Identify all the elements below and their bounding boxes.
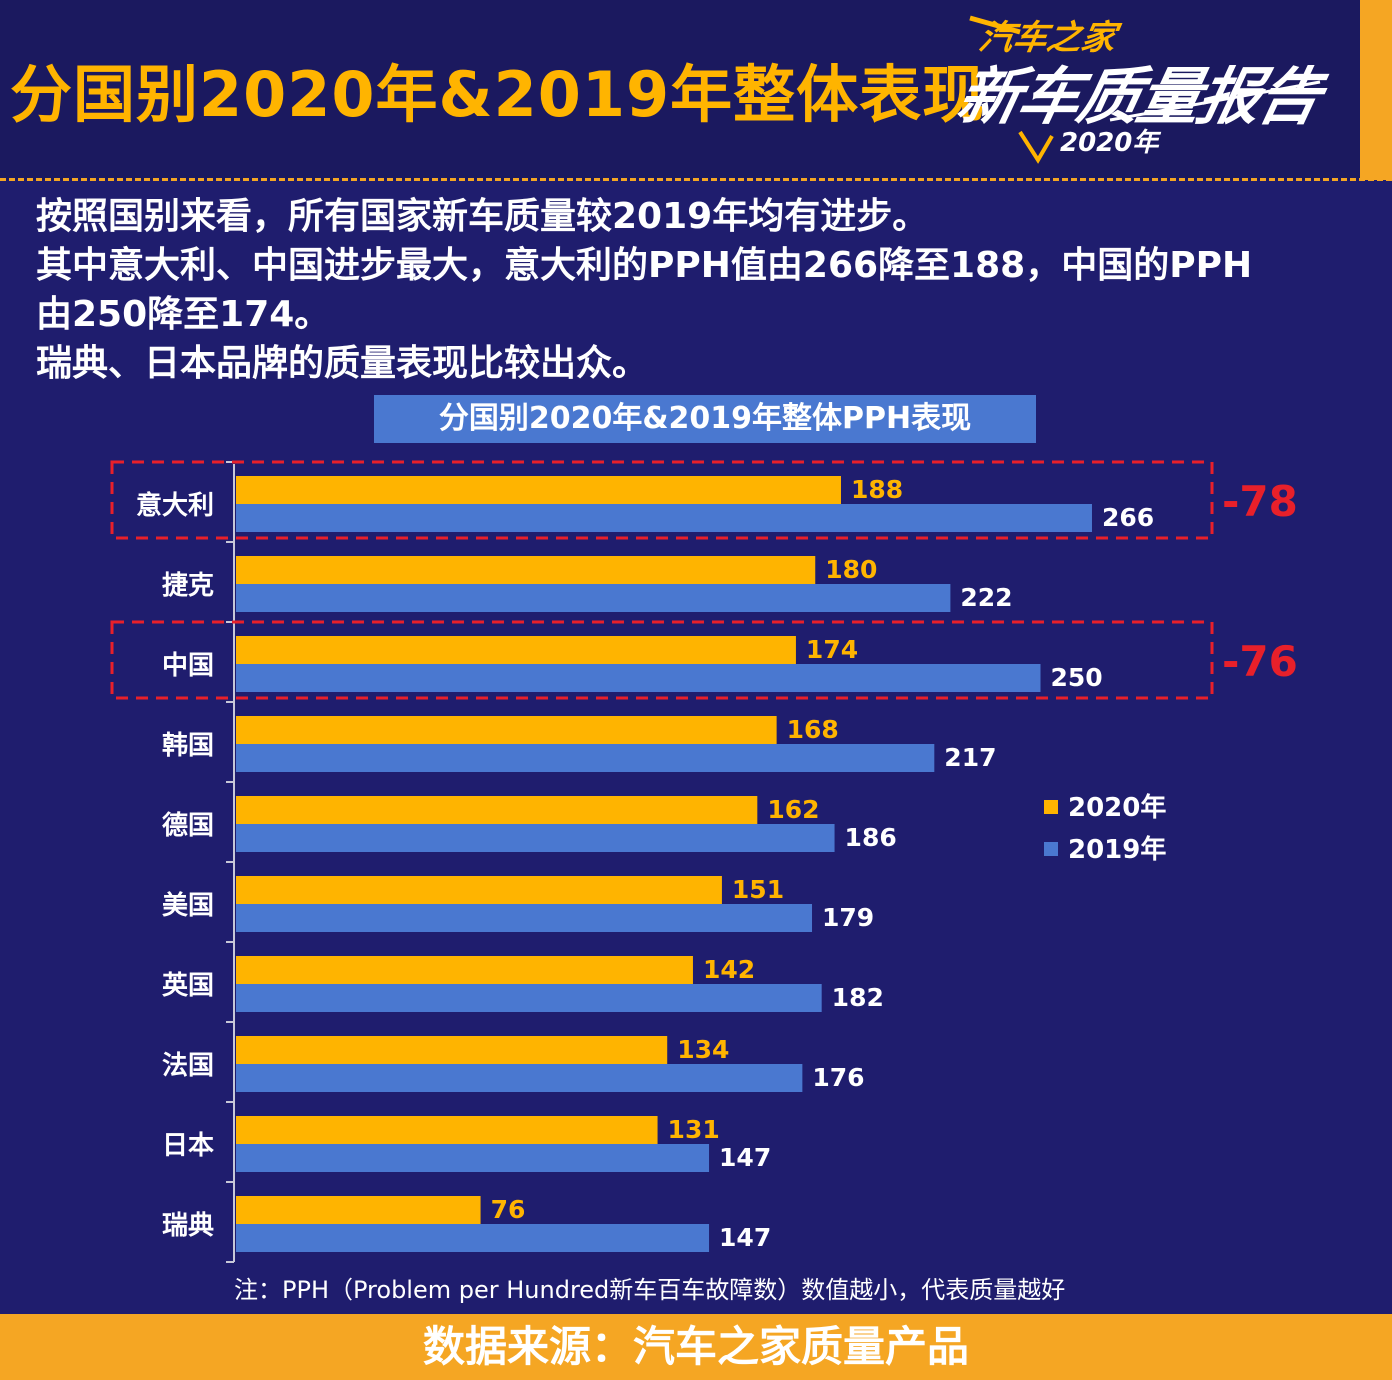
highlight-box — [110, 620, 1214, 700]
highlight-box — [110, 460, 1214, 540]
data-label: 250 — [1051, 663, 1103, 692]
page-title: 分国别2020年&2019年整体表现 — [10, 58, 986, 131]
bar-2019 — [236, 1144, 710, 1172]
bar-2019 — [236, 1224, 710, 1252]
data-label: 174 — [806, 635, 858, 664]
data-label: 151 — [732, 875, 784, 904]
data-label: 266 — [1102, 503, 1154, 532]
bar-2020 — [236, 556, 816, 584]
accent-stripe — [1360, 0, 1392, 180]
data-label: 131 — [668, 1115, 720, 1144]
logo-swoosh-icon — [969, 15, 1321, 164]
bar-2019 — [236, 984, 822, 1012]
header-divider — [0, 178, 1392, 181]
category-label: 法国 — [162, 1051, 214, 1081]
bar-2020 — [236, 956, 693, 984]
bar-2019 — [236, 504, 1092, 532]
legend-label: 2019年 — [1068, 834, 1166, 865]
data-label: 142 — [703, 955, 755, 984]
bar-2020 — [236, 476, 841, 504]
data-label: 147 — [719, 1143, 771, 1172]
report-logo: 汽车之家 新车质量报告 2020年 — [951, 10, 1340, 170]
bar-2020 — [236, 1196, 481, 1224]
category-label: 韩国 — [162, 731, 214, 761]
bar-2019 — [236, 664, 1041, 692]
bar-2019 — [236, 824, 835, 852]
bar-2020 — [236, 636, 796, 664]
bar-2019 — [236, 904, 813, 932]
footer-source: 数据来源：汽车之家质量产品 — [0, 1314, 1392, 1380]
legend-label: 2020年 — [1068, 792, 1166, 823]
category-label: 捷克 — [162, 571, 214, 601]
data-label: 162 — [767, 795, 819, 824]
data-label: 176 — [812, 1063, 864, 1092]
data-label: 188 — [851, 475, 903, 504]
highlight-delta-label: -78 — [1222, 477, 1298, 526]
data-label: 168 — [787, 715, 839, 744]
category-label: 英国 — [162, 971, 214, 1001]
data-label: 147 — [719, 1223, 771, 1252]
category-label: 瑞典 — [162, 1211, 214, 1241]
data-label: 134 — [677, 1035, 729, 1064]
legend-swatch — [1044, 842, 1058, 856]
bar-2020 — [236, 716, 777, 744]
chart-note: 注：PPH（Problem per Hundred新车百车故障数）数值越小，代表… — [234, 1276, 1066, 1304]
summary-line: 由250降至174。 — [36, 294, 331, 335]
highlight-delta-label: -76 — [1222, 637, 1298, 686]
title-bar — [0, 0, 1392, 180]
category-label: 中国 — [162, 651, 214, 681]
category-label: 德国 — [162, 811, 214, 841]
data-label: 222 — [960, 583, 1012, 612]
summary-line: 按照国别来看，所有国家新车质量较2019年均有进步。 — [36, 196, 929, 237]
bar-2020 — [236, 796, 758, 824]
summary-line: 瑞典、日本品牌的质量表现比较出众。 — [36, 343, 649, 384]
chart-title: 分国别2020年&2019年整体PPH表现 — [374, 395, 1036, 443]
bar-2019 — [236, 744, 935, 772]
category-label: 美国 — [162, 890, 214, 921]
data-label: 179 — [822, 903, 874, 932]
data-label: 180 — [825, 555, 877, 584]
bar-2020 — [236, 876, 722, 904]
summary-line: 其中意大利、中国进步最大，意大利的PPH值由266降至188，中国的PPH — [36, 245, 1253, 286]
bar-2020 — [236, 1116, 658, 1144]
bar-2020 — [236, 1036, 668, 1064]
category-label: 意大利 — [136, 490, 214, 521]
bar-2019 — [236, 1064, 803, 1092]
legend-swatch — [1044, 800, 1058, 814]
data-label: 217 — [944, 743, 996, 772]
data-label: 76 — [491, 1195, 526, 1224]
category-label: 日本 — [162, 1131, 214, 1161]
summary-text: 按照国别来看，所有国家新车质量较2019年均有进步。 其中意大利、中国进步最大，… — [36, 192, 1376, 388]
bar-2019 — [236, 584, 951, 612]
data-label: 186 — [845, 823, 897, 852]
data-label: 182 — [832, 983, 884, 1012]
logo-year: 2020年 — [1060, 128, 1159, 158]
